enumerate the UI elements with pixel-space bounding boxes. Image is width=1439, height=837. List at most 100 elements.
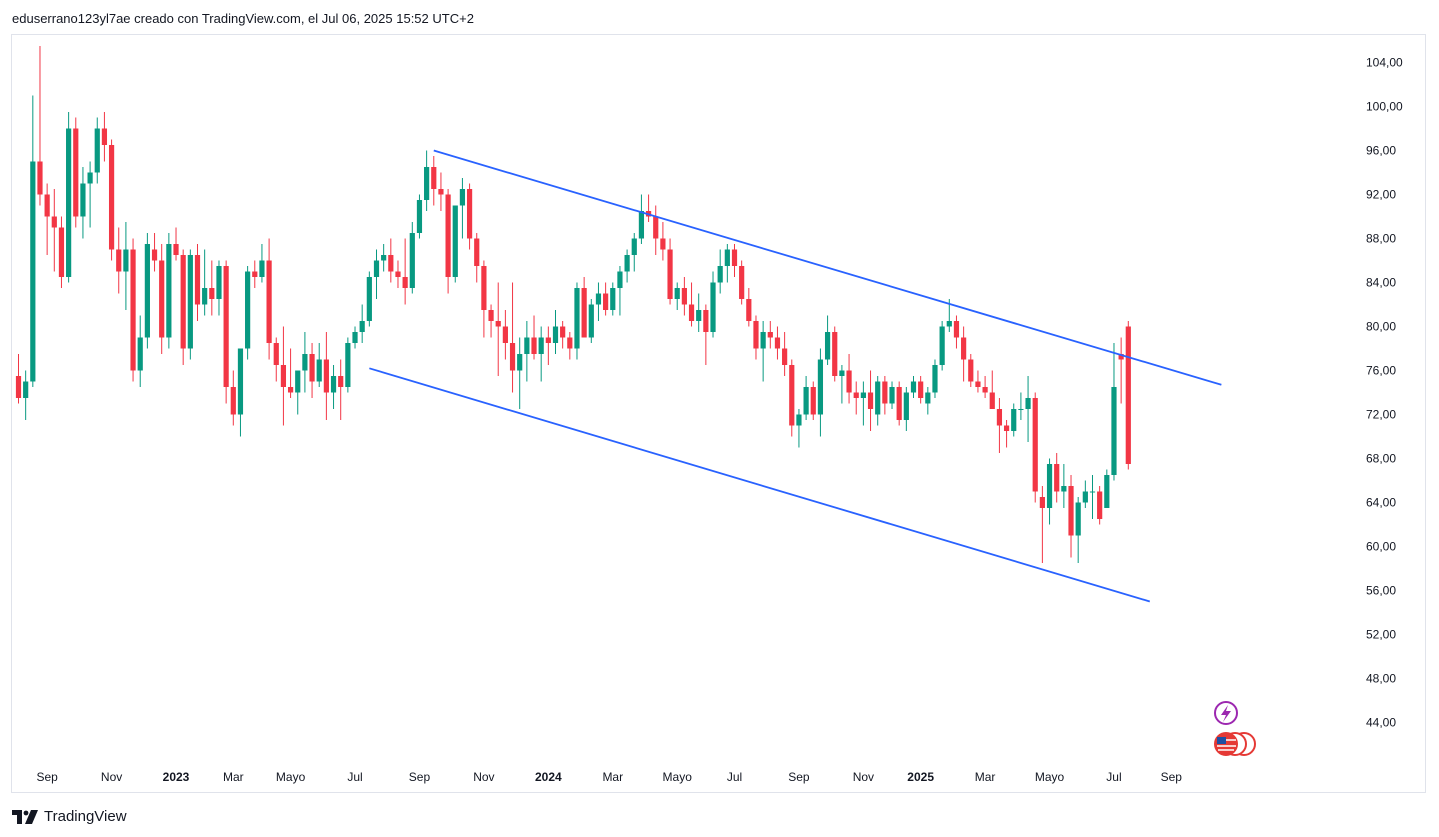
- lower-channel-line[interactable]: [369, 367, 1151, 603]
- candle: [896, 381, 902, 426]
- candle-body: [860, 392, 866, 398]
- candle: [37, 46, 43, 206]
- candle-body: [989, 392, 995, 409]
- candle-body: [495, 321, 501, 327]
- candle: [839, 365, 845, 404]
- candle: [574, 282, 580, 360]
- tradingview-logo-icon: [12, 809, 38, 824]
- candle: [30, 95, 36, 387]
- candle: [245, 266, 251, 360]
- price-tick-label: 84,00: [1366, 276, 1396, 290]
- candle-body: [509, 343, 516, 371]
- candle-body: [202, 288, 208, 305]
- price-tick-label: 64,00: [1366, 496, 1396, 510]
- candle-body: [624, 255, 630, 272]
- candle: [87, 161, 93, 228]
- candle-body: [101, 128, 108, 145]
- candle: [359, 304, 365, 343]
- candle: [431, 156, 437, 206]
- candle-body: [1011, 409, 1017, 431]
- candle: [130, 238, 136, 382]
- candle-body: [223, 266, 229, 387]
- candle-body: [1061, 486, 1067, 492]
- time-tick-label: 2024: [535, 770, 562, 784]
- tradingview-brand-text: TradingView: [44, 808, 127, 825]
- candle: [180, 249, 186, 365]
- candlestick-chart[interactable]: 104,00 100,00 96,00 92,00 88,00 84,00 80,00 76,…: [12, 35, 1425, 792]
- candle-body: [151, 249, 158, 261]
- price-tick-label: 92,00: [1366, 188, 1396, 202]
- candle-body: [230, 387, 236, 415]
- upper-channel-line[interactable]: [433, 149, 1222, 386]
- time-tick-label: Nov: [853, 770, 874, 784]
- time-tick-label: Sep: [1161, 770, 1183, 784]
- candle: [366, 271, 372, 327]
- candle-body: [209, 288, 215, 299]
- candle: [875, 376, 881, 426]
- candle-body: [352, 332, 358, 343]
- candle-body: [402, 277, 408, 288]
- candle: [710, 271, 716, 338]
- candle: [173, 227, 179, 261]
- candle-body: [782, 348, 788, 365]
- candle: [925, 387, 931, 415]
- candle: [1118, 337, 1124, 404]
- candle-body: [409, 233, 415, 288]
- candle-body: [87, 172, 93, 184]
- candle: [259, 244, 265, 283]
- time-tick-label: Sep: [36, 770, 58, 784]
- candle-body: [466, 189, 473, 239]
- candle-body: [817, 359, 824, 415]
- candle-body: [724, 249, 730, 266]
- candle: [94, 117, 100, 184]
- candle-body: [1082, 491, 1088, 503]
- time-axis[interactable]: Sep Nov 2023 Mar Mayo Jul Sep Nov 2024 Mar Mayo Jul…: [36, 770, 1182, 784]
- candle: [1054, 453, 1060, 503]
- trendlines-layer[interactable]: [369, 149, 1222, 603]
- candle-body: [1075, 502, 1081, 536]
- candle-body: [316, 359, 322, 382]
- chart-pane[interactable]: 104,00 100,00 96,00 92,00 88,00 84,00 80,00 76,…: [11, 34, 1426, 793]
- candle: [345, 337, 351, 393]
- candle: [123, 222, 129, 310]
- candle-body: [123, 249, 129, 272]
- candle: [882, 376, 888, 415]
- candle: [932, 359, 938, 398]
- candle-body: [774, 337, 781, 349]
- price-tick-label: 52,00: [1366, 628, 1396, 642]
- candle: [1097, 486, 1103, 525]
- candle-body: [631, 238, 637, 255]
- candle: [982, 376, 988, 398]
- candle: [23, 370, 29, 420]
- candle: [731, 244, 738, 277]
- candle: [524, 321, 530, 382]
- candle-body: [653, 216, 659, 239]
- candle: [782, 332, 788, 376]
- candle: [495, 282, 501, 376]
- candle-body: [996, 409, 1003, 426]
- lightning-icon[interactable]: [1214, 701, 1238, 725]
- time-tick-label: Mayo: [1035, 770, 1065, 784]
- candle: [194, 244, 201, 321]
- candle: [252, 260, 258, 288]
- candle: [603, 282, 609, 316]
- us-flag-events-icon[interactable]: [1214, 732, 1256, 756]
- price-tick-label: 88,00: [1366, 232, 1396, 246]
- candle-body: [108, 145, 115, 250]
- candle-body: [474, 238, 480, 266]
- tradingview-logo[interactable]: TradingView: [12, 808, 127, 825]
- candle: [166, 233, 172, 349]
- candle: [810, 381, 816, 420]
- candle-body: [130, 249, 136, 371]
- candle-body: [309, 354, 315, 382]
- candle-body: [703, 310, 709, 332]
- candle: [66, 112, 72, 283]
- candle: [509, 282, 516, 393]
- candle: [488, 304, 494, 338]
- candle-body: [345, 343, 351, 387]
- candle-body: [961, 337, 967, 360]
- candle: [280, 326, 287, 426]
- price-axis[interactable]: 104,00 100,00 96,00 92,00 88,00 84,00 80,00 76,…: [1366, 56, 1403, 730]
- candle-body: [552, 326, 559, 343]
- candle-body: [1125, 326, 1131, 464]
